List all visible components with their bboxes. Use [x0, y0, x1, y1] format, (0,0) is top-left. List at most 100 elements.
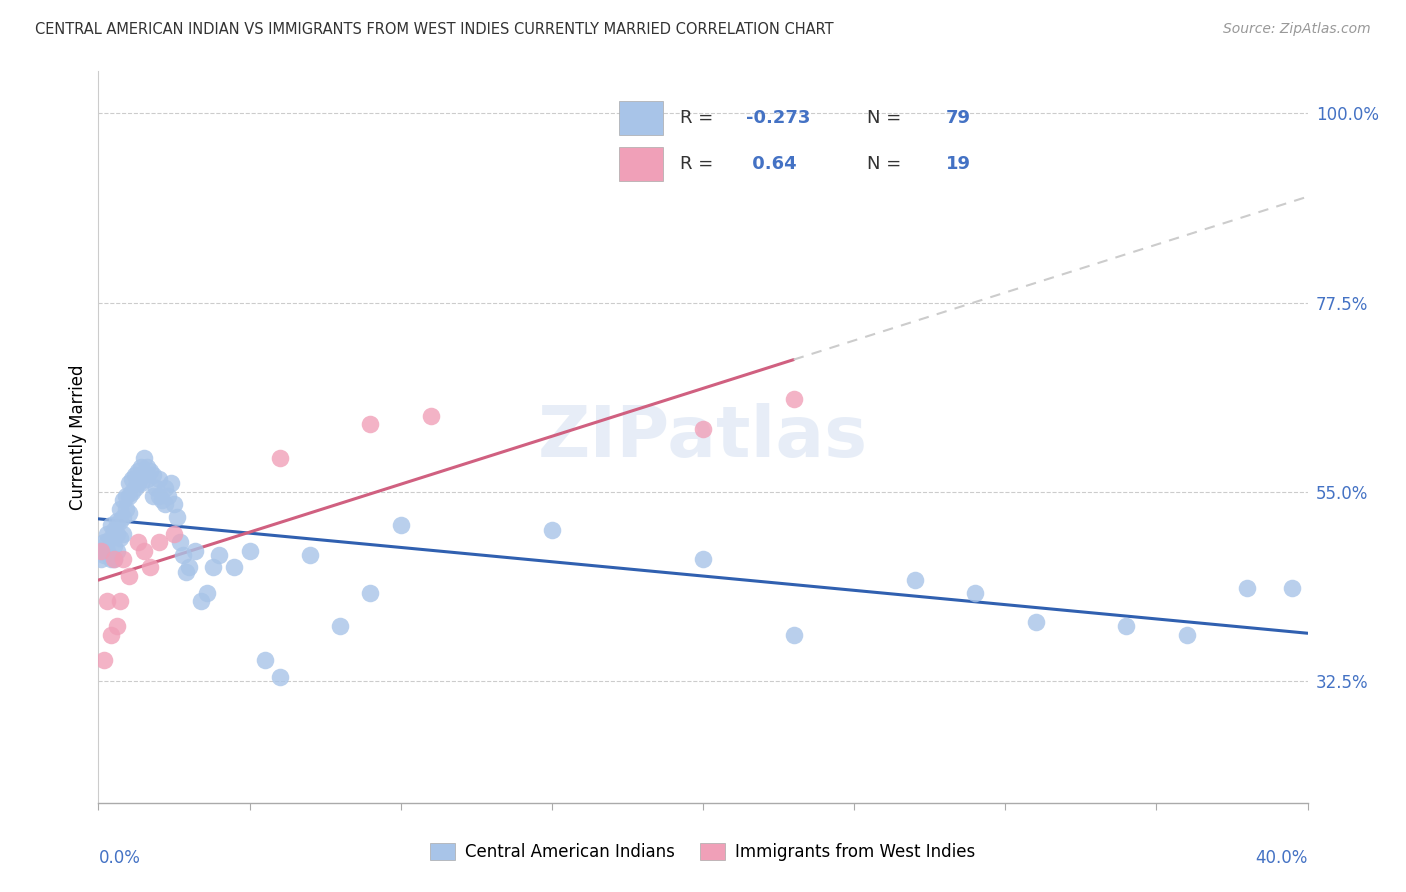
Point [111, 552, 134, 566]
Legend: Central American Indians, Immigrants from West Indies: Central American Indians, Immigrants fro… [423, 836, 983, 868]
Point [93, 548, 115, 562]
Point [100, 627, 122, 641]
Text: 0.0%: 0.0% [98, 849, 141, 867]
Point [420, 409, 443, 423]
Point [96, 543, 118, 558]
Point [160, 476, 183, 491]
Point [96, 535, 118, 549]
Point [148, 489, 170, 503]
Point [135, 472, 157, 486]
Point [121, 484, 143, 499]
Point [108, 514, 131, 528]
Point [111, 526, 134, 541]
Point [156, 489, 179, 503]
Point [172, 548, 194, 562]
Point [904, 573, 927, 587]
Point [105, 543, 128, 558]
Point [174, 565, 197, 579]
Point [224, 560, 246, 574]
Point [783, 627, 806, 641]
Point [100, 552, 122, 566]
Point [166, 510, 188, 524]
Point [103, 552, 125, 566]
Point [93, 653, 115, 667]
Point [965, 585, 987, 599]
Point [142, 467, 165, 482]
Point [139, 464, 162, 478]
Point [208, 548, 231, 562]
Text: 40.0%: 40.0% [1256, 849, 1308, 867]
Point [389, 518, 412, 533]
Point [132, 451, 155, 466]
Text: ZIPatlas: ZIPatlas [538, 402, 868, 472]
Point [108, 501, 131, 516]
Point [118, 506, 141, 520]
Point [105, 514, 128, 528]
Point [1236, 582, 1258, 596]
Point [190, 594, 212, 608]
Point [100, 531, 122, 545]
Point [103, 552, 125, 566]
Point [148, 472, 170, 486]
Point [360, 585, 382, 599]
Point [142, 489, 165, 503]
Point [139, 560, 162, 574]
Point [124, 481, 146, 495]
Y-axis label: Currently Married: Currently Married [69, 364, 87, 510]
Point [150, 493, 173, 508]
Point [148, 535, 170, 549]
Point [111, 510, 134, 524]
Point [121, 472, 143, 486]
Point [127, 535, 149, 549]
Text: CENTRAL AMERICAN INDIAN VS IMMIGRANTS FROM WEST INDIES CURRENTLY MARRIED CORRELA: CENTRAL AMERICAN INDIAN VS IMMIGRANTS FR… [35, 22, 834, 37]
Point [184, 543, 207, 558]
Point [1281, 582, 1303, 596]
Point [153, 481, 176, 495]
Point [114, 489, 136, 503]
Text: Source: ZipAtlas.com: Source: ZipAtlas.com [1223, 22, 1371, 37]
Point [100, 518, 122, 533]
Point [118, 569, 141, 583]
Point [90, 543, 112, 558]
Point [329, 619, 352, 633]
Point [96, 594, 118, 608]
Point [163, 497, 186, 511]
Point [118, 476, 141, 491]
Point [239, 543, 262, 558]
Point [540, 523, 562, 537]
Point [360, 417, 382, 432]
Point [103, 523, 125, 537]
Point [105, 526, 128, 541]
Point [103, 540, 125, 554]
Point [692, 422, 714, 436]
Point [124, 467, 146, 482]
Point [783, 392, 806, 407]
Point [132, 543, 155, 558]
Point [105, 619, 128, 633]
Point [179, 560, 201, 574]
Point [132, 467, 155, 482]
Point [108, 594, 131, 608]
Point [96, 526, 118, 541]
Point [90, 543, 112, 558]
Point [129, 476, 152, 491]
Point [111, 493, 134, 508]
Point [169, 535, 191, 549]
Point [202, 560, 225, 574]
Point [127, 476, 149, 491]
Point [114, 501, 136, 516]
Point [93, 535, 115, 549]
Point [1115, 619, 1137, 633]
Point [153, 497, 176, 511]
Point [195, 585, 218, 599]
Point [1175, 627, 1198, 641]
Point [127, 464, 149, 478]
Point [269, 451, 291, 466]
Point [135, 459, 157, 474]
Point [253, 653, 276, 667]
Point [1024, 615, 1046, 629]
Point [269, 670, 291, 684]
Point [118, 489, 141, 503]
Point [145, 481, 167, 495]
Point [90, 552, 112, 566]
